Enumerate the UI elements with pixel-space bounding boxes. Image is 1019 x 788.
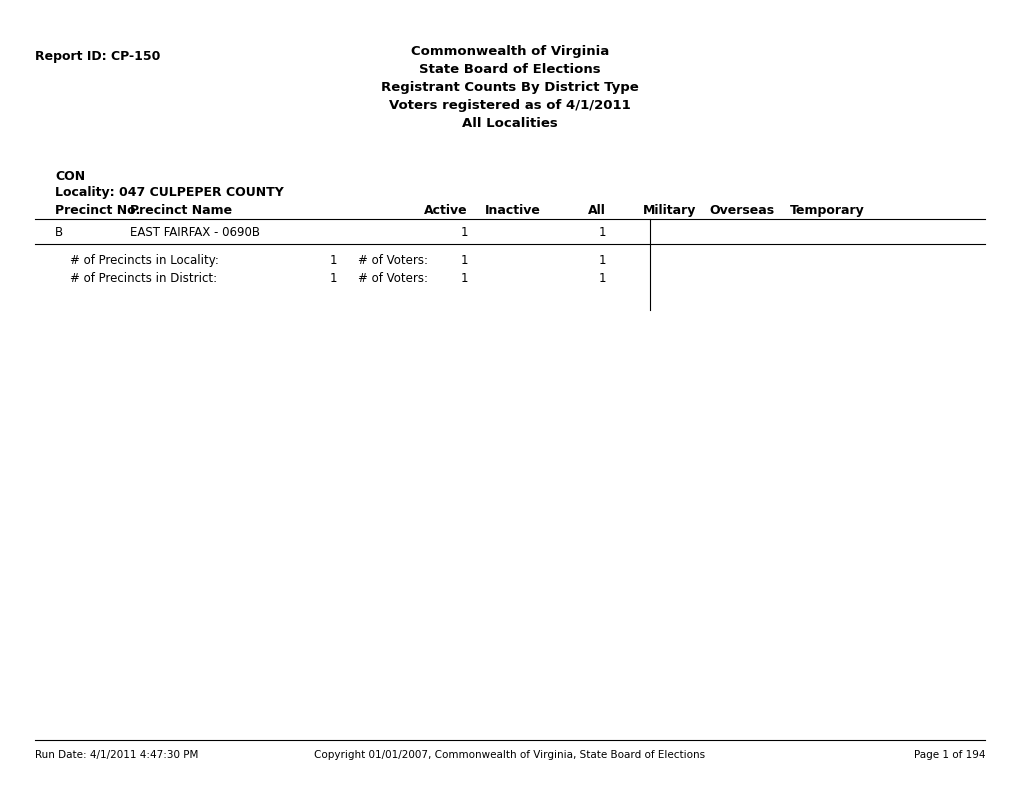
Text: Run Date: 4/1/2011 4:47:30 PM: Run Date: 4/1/2011 4:47:30 PM [35, 750, 198, 760]
Text: 1: 1 [598, 272, 605, 285]
Text: Page 1 of 194: Page 1 of 194 [913, 750, 984, 760]
Text: 1: 1 [460, 254, 468, 267]
Text: 1: 1 [598, 226, 605, 239]
Text: 1: 1 [460, 226, 468, 239]
Text: State Board of Elections: State Board of Elections [419, 63, 600, 76]
Text: Voters registered as of 4/1/2011: Voters registered as of 4/1/2011 [388, 99, 631, 112]
Text: Copyright 01/01/2007, Commonwealth of Virginia, State Board of Elections: Copyright 01/01/2007, Commonwealth of Vi… [314, 750, 705, 760]
Text: Report ID: CP-150: Report ID: CP-150 [35, 50, 160, 63]
Text: # of Precincts in Locality:: # of Precincts in Locality: [70, 254, 219, 267]
Text: Precinct Name: Precinct Name [129, 204, 232, 217]
Text: 1: 1 [330, 254, 337, 267]
Text: Inactive: Inactive [485, 204, 540, 217]
Text: Precinct No.: Precinct No. [55, 204, 141, 217]
Text: Temporary: Temporary [790, 204, 864, 217]
Text: # of Precincts in District:: # of Precincts in District: [70, 272, 217, 285]
Text: All Localities: All Localities [462, 117, 557, 130]
Text: # of Voters:: # of Voters: [358, 272, 428, 285]
Text: CON: CON [55, 170, 85, 183]
Text: B: B [55, 226, 63, 239]
Text: 1: 1 [330, 272, 337, 285]
Text: EAST FAIRFAX - 0690B: EAST FAIRFAX - 0690B [129, 226, 260, 239]
Text: # of Voters:: # of Voters: [358, 254, 428, 267]
Text: 1: 1 [598, 254, 605, 267]
Text: 1: 1 [460, 272, 468, 285]
Text: All: All [588, 204, 605, 217]
Text: Registrant Counts By District Type: Registrant Counts By District Type [381, 81, 638, 94]
Text: Commonwealth of Virginia: Commonwealth of Virginia [411, 45, 608, 58]
Text: Locality: 047 CULPEPER COUNTY: Locality: 047 CULPEPER COUNTY [55, 186, 283, 199]
Text: Active: Active [424, 204, 468, 217]
Text: Overseas: Overseas [709, 204, 774, 217]
Text: Military: Military [642, 204, 695, 217]
